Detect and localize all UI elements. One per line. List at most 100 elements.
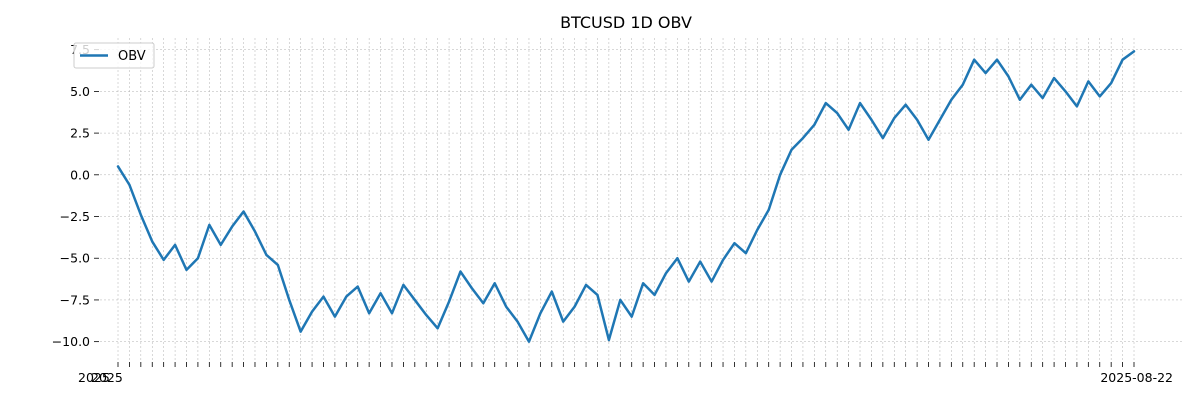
data-point	[631, 315, 633, 317]
data-point	[904, 104, 906, 106]
data-point	[882, 137, 884, 139]
data-point	[391, 312, 393, 314]
data-point	[254, 230, 256, 232]
data-point	[1076, 105, 1078, 107]
data-point	[505, 305, 507, 307]
data-point	[459, 270, 461, 272]
data-point	[242, 210, 244, 212]
data-point	[117, 165, 119, 167]
data-point	[859, 102, 861, 104]
data-point	[870, 119, 872, 121]
series-layer	[116, 50, 1136, 343]
data-point	[1087, 80, 1089, 82]
y-tick-label: 2.5	[70, 126, 90, 141]
y-tick-label: −7.5	[60, 292, 90, 307]
data-point	[996, 58, 998, 60]
y-tick-label: −2.5	[60, 209, 90, 224]
data-point	[962, 84, 964, 86]
data-point	[208, 224, 210, 226]
data-point	[1064, 90, 1066, 92]
data-point	[710, 280, 712, 282]
data-point	[1053, 77, 1055, 79]
data-point	[893, 117, 895, 119]
data-point	[642, 282, 644, 284]
data-point	[539, 312, 541, 314]
y-tick-label: 0.0	[70, 167, 90, 182]
data-point	[825, 102, 827, 104]
data-point	[585, 284, 587, 286]
data-point	[494, 282, 496, 284]
data-point	[1030, 84, 1032, 86]
data-point	[927, 139, 929, 141]
data-point	[185, 269, 187, 271]
data-point	[425, 314, 427, 316]
data-point	[1099, 95, 1101, 97]
data-point	[402, 284, 404, 286]
data-point	[802, 137, 804, 139]
data-point	[1133, 50, 1135, 52]
grid	[100, 38, 1184, 360]
data-point	[299, 330, 301, 332]
data-point	[813, 124, 815, 126]
data-point	[596, 294, 598, 296]
data-point	[950, 99, 952, 101]
data-point	[436, 327, 438, 329]
data-point	[551, 290, 553, 292]
data-point	[768, 209, 770, 211]
legend-label-obv: OBV	[118, 49, 146, 64]
data-point	[916, 119, 918, 121]
data-point	[482, 302, 484, 304]
data-point	[471, 287, 473, 289]
data-point	[984, 72, 986, 74]
data-point	[1007, 75, 1009, 77]
data-point	[1110, 82, 1112, 84]
data-point	[448, 300, 450, 302]
data-point	[676, 257, 678, 259]
data-point	[847, 129, 849, 131]
data-point	[345, 295, 347, 297]
data-point	[836, 112, 838, 114]
data-point	[939, 119, 941, 121]
data-point	[779, 174, 781, 176]
data-point	[174, 244, 176, 246]
y-tick-label: 5.0	[70, 84, 90, 99]
x-tick-label: 2025-08-22	[1100, 370, 1173, 385]
data-point	[608, 339, 610, 341]
data-point	[653, 294, 655, 296]
data-point	[528, 340, 530, 342]
data-point	[1019, 99, 1021, 101]
data-point	[973, 58, 975, 60]
data-point	[334, 315, 336, 317]
data-point	[516, 320, 518, 322]
legend-box	[73, 42, 155, 69]
data-point	[140, 214, 142, 216]
y-tick-label: −10.0	[52, 334, 90, 349]
data-point	[745, 252, 747, 254]
data-point	[357, 285, 359, 287]
data-point	[277, 264, 279, 266]
data-point	[790, 149, 792, 151]
data-point	[665, 272, 667, 274]
data-point	[220, 244, 222, 246]
data-point	[688, 280, 690, 282]
series-line-obv	[116, 50, 1136, 343]
data-point	[162, 259, 164, 261]
data-point	[322, 295, 324, 297]
data-point	[265, 254, 267, 256]
data-point	[197, 257, 199, 259]
x-tick-label: 2025	[91, 370, 123, 385]
data-point	[151, 240, 153, 242]
data-point	[619, 299, 621, 301]
y-tick-label: −5.0	[60, 251, 90, 266]
data-point	[311, 310, 313, 312]
data-point	[573, 305, 575, 307]
data-point	[128, 184, 130, 186]
y-axis: −10.0−7.5−5.0−2.50.02.55.07.5	[52, 42, 99, 349]
x-tick-label: 2025	[78, 370, 110, 385]
data-point	[562, 320, 564, 322]
data-point	[414, 299, 416, 301]
data-point	[231, 225, 233, 227]
data-point	[699, 260, 701, 262]
